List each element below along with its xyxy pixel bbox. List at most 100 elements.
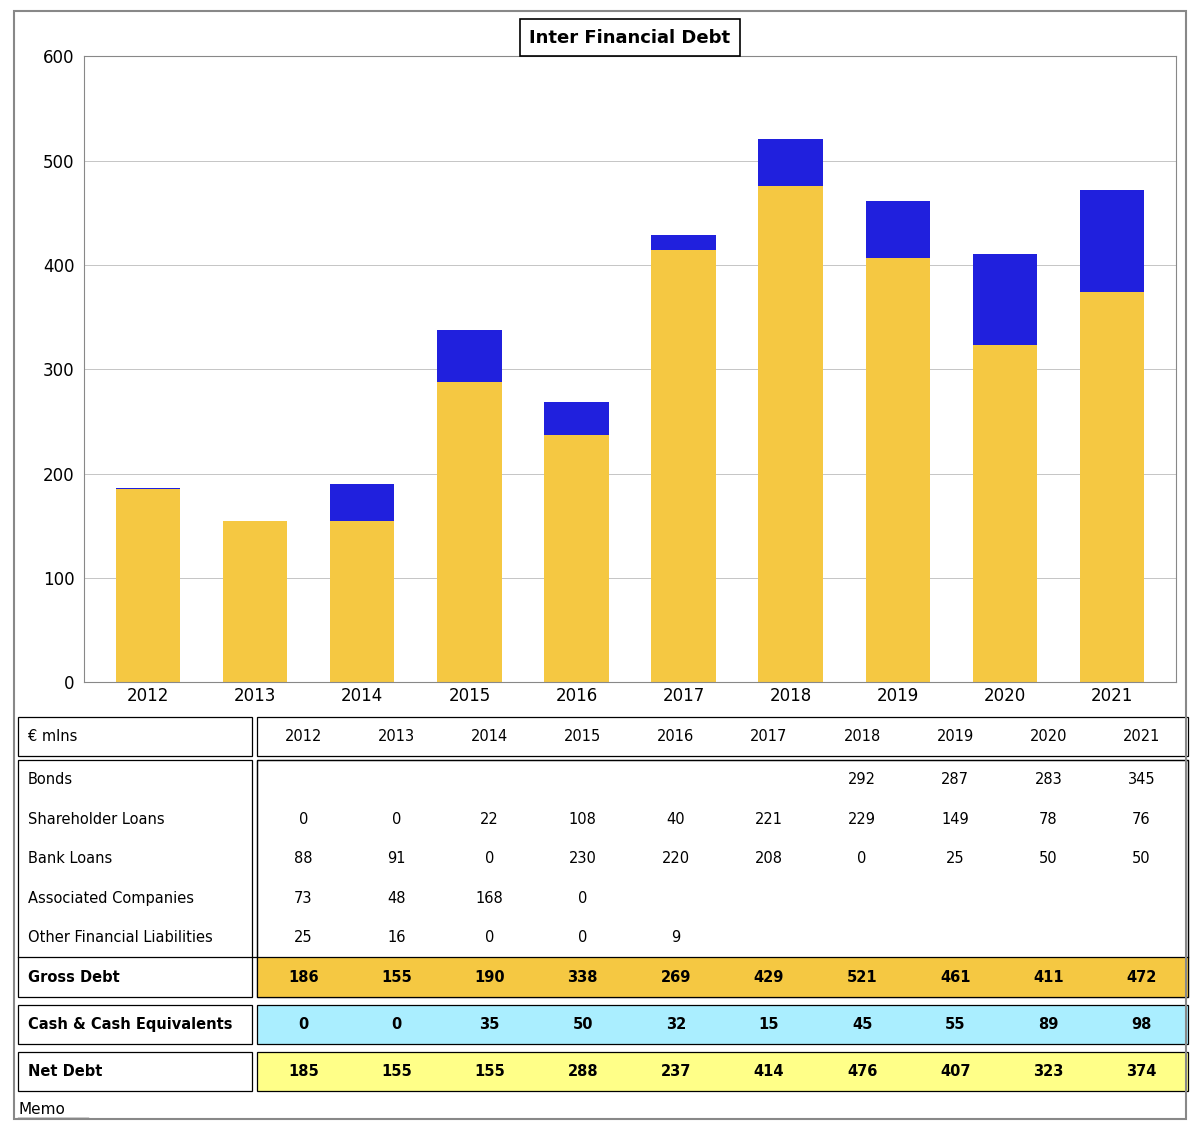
- Text: 323: 323: [1033, 1064, 1063, 1078]
- Bar: [437, 382, 502, 682]
- Text: Memo: Memo: [18, 1102, 65, 1117]
- Text: 0: 0: [391, 1016, 402, 1032]
- Bar: [257, 716, 1188, 756]
- Text: 185: 185: [288, 1064, 319, 1078]
- Text: 476: 476: [847, 1064, 877, 1078]
- Text: Other Financial Liabilities: Other Financial Liabilities: [28, 931, 212, 945]
- Text: 186: 186: [288, 970, 319, 985]
- Bar: [18, 716, 252, 756]
- Text: 237: 237: [661, 1064, 691, 1078]
- Bar: [865, 258, 930, 682]
- Text: 155: 155: [474, 1064, 505, 1078]
- Text: 221: 221: [755, 812, 782, 827]
- Text: 345: 345: [1128, 773, 1156, 787]
- Bar: [972, 345, 1037, 682]
- Text: 0: 0: [857, 852, 866, 866]
- Text: Bonds: Bonds: [28, 773, 73, 787]
- Text: 22: 22: [480, 812, 499, 827]
- Text: 78: 78: [1039, 812, 1057, 827]
- Text: 16: 16: [388, 931, 406, 945]
- Text: 230: 230: [569, 852, 596, 866]
- Text: 229: 229: [848, 812, 876, 827]
- Text: Net Debt: Net Debt: [28, 1064, 102, 1078]
- Text: 2012: 2012: [284, 729, 322, 743]
- Bar: [1080, 292, 1144, 682]
- Text: 2013: 2013: [378, 729, 415, 743]
- Text: 0: 0: [578, 891, 588, 906]
- Text: 283: 283: [1034, 773, 1062, 787]
- Text: 374: 374: [1127, 1064, 1157, 1078]
- Text: 88: 88: [294, 852, 313, 866]
- Text: 429: 429: [754, 970, 784, 985]
- Bar: [223, 521, 288, 682]
- Text: 15: 15: [758, 1016, 779, 1032]
- Text: Gross Debt: Gross Debt: [28, 970, 119, 985]
- Text: Associated Companies: Associated Companies: [28, 891, 193, 906]
- Text: 472: 472: [1127, 970, 1157, 985]
- Text: 89: 89: [1038, 1016, 1058, 1032]
- Text: 91: 91: [388, 852, 406, 866]
- Text: € mlns: € mlns: [28, 729, 77, 743]
- Bar: [18, 1051, 252, 1091]
- Text: 9: 9: [671, 931, 680, 945]
- Text: 155: 155: [382, 970, 412, 985]
- Bar: [18, 760, 252, 997]
- Text: 2018: 2018: [844, 729, 881, 743]
- Text: 50: 50: [572, 1016, 593, 1032]
- Bar: [257, 1005, 1188, 1045]
- Text: 25: 25: [946, 852, 965, 866]
- Text: 0: 0: [485, 852, 494, 866]
- Text: Shareholder Loans: Shareholder Loans: [28, 812, 164, 827]
- Text: 269: 269: [661, 970, 691, 985]
- Text: 521: 521: [847, 970, 877, 985]
- Legend: Net Debt, Gross Debt: Net Debt, Gross Debt: [497, 717, 763, 747]
- Bar: [257, 1051, 1188, 1091]
- Text: Cash & Cash Equivalents: Cash & Cash Equivalents: [28, 1016, 232, 1032]
- Text: 32: 32: [666, 1016, 686, 1032]
- Text: 55: 55: [944, 1016, 966, 1032]
- Text: 48: 48: [388, 891, 406, 906]
- Bar: [1080, 190, 1144, 292]
- Text: 73: 73: [294, 891, 313, 906]
- Text: 0: 0: [299, 1016, 308, 1032]
- Text: 414: 414: [754, 1064, 785, 1078]
- Bar: [257, 760, 1188, 997]
- Text: 149: 149: [941, 812, 970, 827]
- Text: 461: 461: [940, 970, 971, 985]
- Bar: [652, 235, 715, 250]
- Text: 2017: 2017: [750, 729, 787, 743]
- Text: 220: 220: [661, 852, 690, 866]
- Bar: [330, 521, 395, 682]
- Bar: [865, 202, 930, 258]
- Text: 411: 411: [1033, 970, 1063, 985]
- Bar: [257, 760, 1188, 997]
- Text: 287: 287: [941, 773, 970, 787]
- Text: 50: 50: [1132, 852, 1151, 866]
- Text: 155: 155: [382, 1064, 412, 1078]
- Text: 208: 208: [755, 852, 782, 866]
- Text: 98: 98: [1132, 1016, 1152, 1032]
- Text: 0: 0: [485, 931, 494, 945]
- Text: 108: 108: [569, 812, 596, 827]
- Bar: [652, 250, 715, 682]
- Text: 50: 50: [1039, 852, 1057, 866]
- Text: 2021: 2021: [1123, 729, 1160, 743]
- Text: 2016: 2016: [658, 729, 695, 743]
- Text: 0: 0: [578, 931, 588, 945]
- Text: 407: 407: [940, 1064, 971, 1078]
- Bar: [545, 402, 608, 435]
- Bar: [257, 958, 1188, 997]
- Bar: [18, 1005, 252, 1045]
- Text: 0: 0: [299, 812, 308, 827]
- Text: 0: 0: [391, 812, 401, 827]
- Text: 2015: 2015: [564, 729, 601, 743]
- Text: 338: 338: [568, 970, 598, 985]
- Text: 2019: 2019: [936, 729, 974, 743]
- Bar: [330, 484, 395, 521]
- Text: 2014: 2014: [470, 729, 509, 743]
- Text: Bank Loans: Bank Loans: [28, 852, 112, 866]
- Title: Inter Financial Debt: Inter Financial Debt: [529, 28, 731, 46]
- Text: 288: 288: [568, 1064, 598, 1078]
- Text: 168: 168: [475, 891, 504, 906]
- Text: 25: 25: [294, 931, 313, 945]
